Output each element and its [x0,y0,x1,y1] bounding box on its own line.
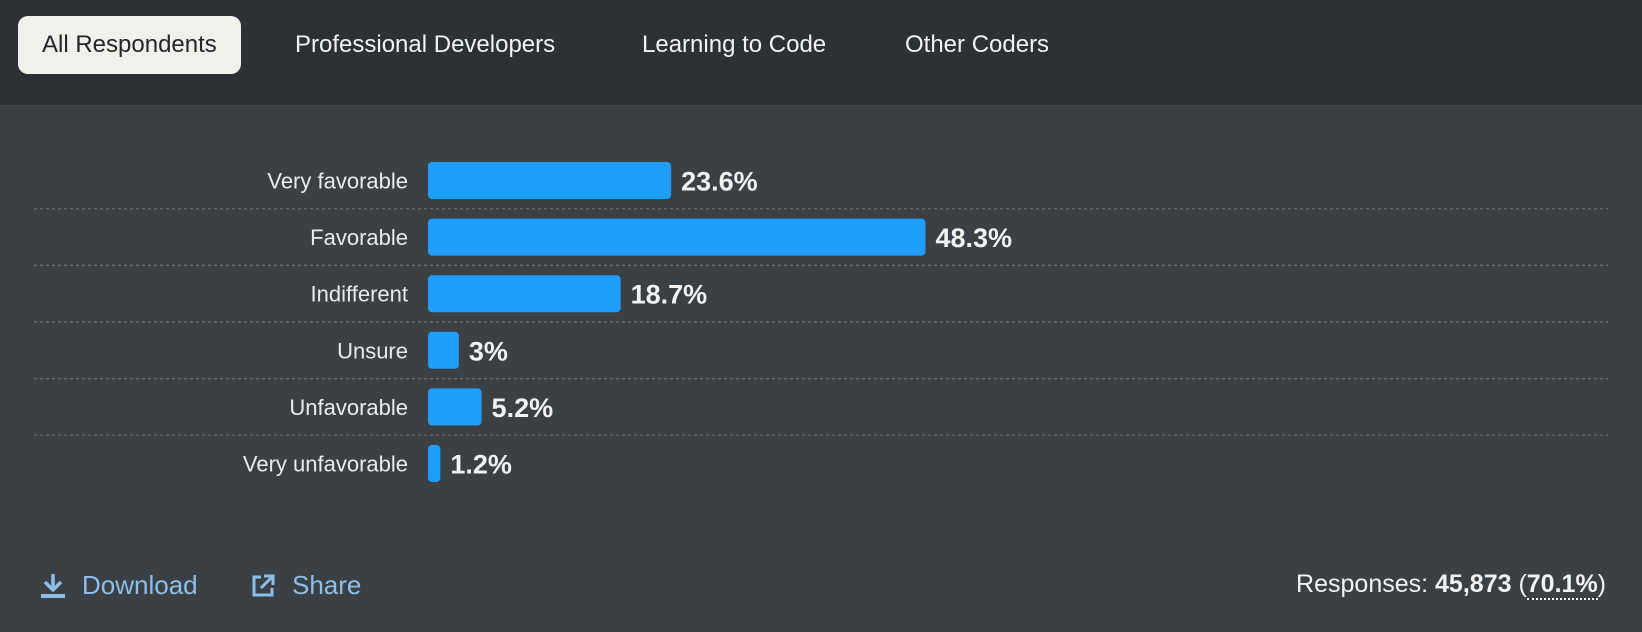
bar [428,331,459,369]
value-label: 48.3% [935,223,1012,253]
download-label: Download [82,570,198,600]
value-label: 18.7% [631,280,708,310]
category-label: Favorable [310,225,408,250]
category-label: Indifferent [311,282,408,307]
tab-professional-developers[interactable]: Professional Developers [295,31,556,58]
value-label: 3% [469,336,508,366]
audience-tab-bar: All Respondents Professional Developers … [0,0,1642,106]
chart-area: Very favorable 23.6% Favorable 48.3% Indiffe… [0,106,1642,526]
bar-chart: Very favorable 23.6% Favorable 48.3% Indiffe… [34,162,1608,482]
share-link[interactable]: Share [250,570,361,601]
responses-summary: Responses: 45,873 (70.1%) [1296,570,1606,600]
value-label: 1.2% [450,450,512,480]
bar [428,275,621,313]
download-link[interactable]: Download [40,570,198,601]
responses-percent[interactable]: 70.1% [1526,570,1598,600]
value-label: 23.6% [681,167,758,197]
tab-all-respondents[interactable]: All Respondents [18,16,241,74]
category-label: Very favorable [267,169,408,194]
category-label: Very unfavorable [243,452,408,477]
value-label: 5.2% [492,393,554,423]
bar [428,218,926,256]
tab-learning-to-code[interactable]: Learning to Code [642,31,827,58]
share-icon [252,574,275,596]
responses-count: 45,873 [1435,570,1512,598]
category-label: Unfavorable [289,395,408,420]
share-label: Share [292,570,362,600]
download-icon [41,573,65,598]
bar [428,162,672,199]
bar [428,388,482,426]
category-label: Unsure [337,338,408,363]
responses-label: Responses: [1296,570,1429,598]
bar [428,445,441,482]
chart-footer: Download Share Responses: 45,873 (70.1%) [0,560,1642,610]
tab-other-coders[interactable]: Other Coders [905,31,1050,58]
